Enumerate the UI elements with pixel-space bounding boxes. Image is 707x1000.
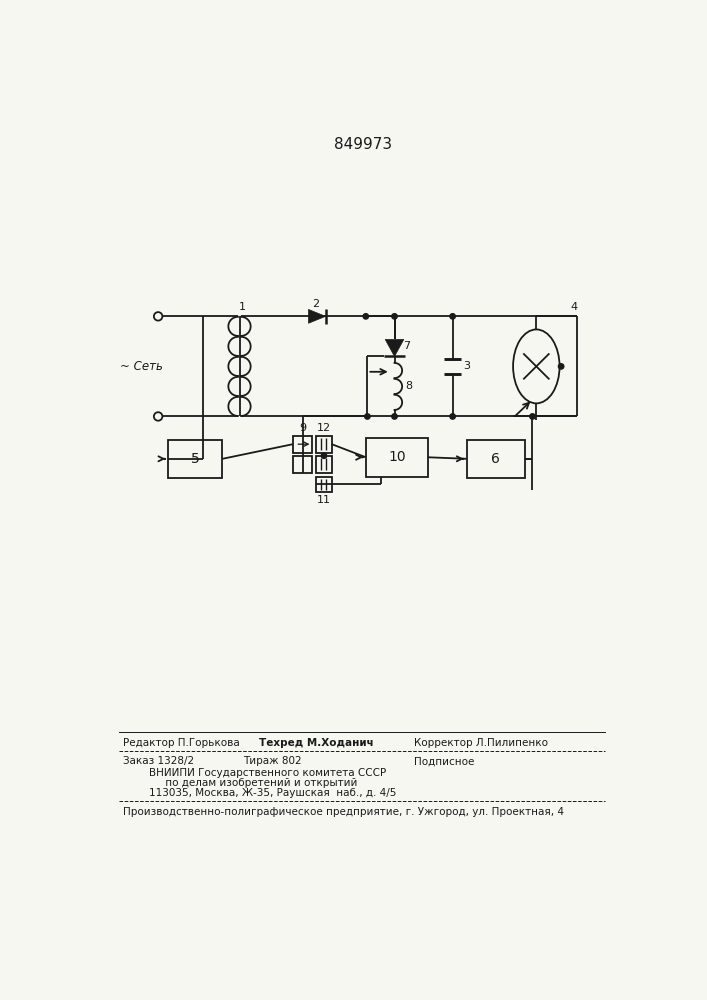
Text: Производственно-полиграфическое предприятие, г. Ужгород, ул. Проектная, 4: Производственно-полиграфическое предприя… <box>123 807 564 817</box>
Text: 12: 12 <box>317 423 331 433</box>
Circle shape <box>363 314 368 319</box>
Circle shape <box>365 414 370 419</box>
Text: 5: 5 <box>191 452 199 466</box>
Text: по делам изобретений и открытий: по делам изобретений и открытий <box>123 778 358 788</box>
Ellipse shape <box>513 329 559 403</box>
Text: Тираж 802: Тираж 802 <box>243 756 302 766</box>
Text: ~ Сеть: ~ Сеть <box>119 360 163 373</box>
Circle shape <box>530 414 535 419</box>
Bar <box>168 440 223 478</box>
Bar <box>316 436 332 453</box>
Text: Подписное: Подписное <box>414 756 474 766</box>
Circle shape <box>450 414 455 419</box>
Text: Техред М.Ходанич: Техред М.Ходанич <box>259 738 373 748</box>
Text: 3: 3 <box>463 361 470 371</box>
Text: 7: 7 <box>403 341 411 351</box>
Circle shape <box>392 314 397 319</box>
Bar <box>316 456 332 473</box>
Polygon shape <box>308 309 325 323</box>
Text: 8: 8 <box>405 381 412 391</box>
Text: 10: 10 <box>388 450 406 464</box>
Bar <box>293 456 312 473</box>
Text: 6: 6 <box>491 452 500 466</box>
Text: Редактор П.Горькова: Редактор П.Горькова <box>123 738 240 748</box>
Bar <box>467 440 525 478</box>
Bar <box>293 436 312 453</box>
Text: 849973: 849973 <box>334 137 392 152</box>
Bar <box>316 477 332 492</box>
Circle shape <box>559 364 564 369</box>
Circle shape <box>321 453 327 458</box>
Text: 9: 9 <box>299 423 306 433</box>
Text: 4: 4 <box>570 302 577 312</box>
Text: 1: 1 <box>239 302 246 312</box>
Text: 2: 2 <box>312 299 319 309</box>
Circle shape <box>450 314 455 319</box>
Circle shape <box>392 414 397 419</box>
Text: Корректор Л.Пилипенко: Корректор Л.Пилипенко <box>414 738 548 748</box>
Polygon shape <box>385 339 404 356</box>
Text: 113035, Москва, Ж-35, Раушская  наб., д. 4/5: 113035, Москва, Ж-35, Раушская наб., д. … <box>123 788 397 798</box>
Text: Заказ 1328/2: Заказ 1328/2 <box>123 756 194 766</box>
Text: ВНИИПИ Государственного комитета СССР: ВНИИПИ Государственного комитета СССР <box>123 768 387 778</box>
Text: 11: 11 <box>317 495 331 505</box>
Bar <box>366 438 428 477</box>
